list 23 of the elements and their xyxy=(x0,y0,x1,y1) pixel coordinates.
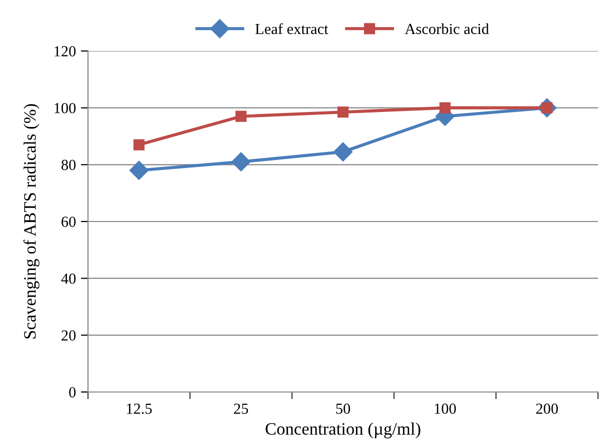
y-tick-label: 40 xyxy=(61,273,76,284)
point xyxy=(129,160,149,180)
x-tick-label: 200 xyxy=(536,404,558,414)
y-tick-label: 60 xyxy=(62,216,76,227)
y-tick-label: 120 xyxy=(54,46,76,56)
y-tick-label: 20 xyxy=(62,330,76,341)
y-tick-label: 0 xyxy=(69,387,76,398)
x-tick-label: 12.5 xyxy=(126,404,152,414)
x-tick-label: 25 xyxy=(234,404,248,414)
point xyxy=(337,106,349,118)
point xyxy=(231,152,251,172)
point xyxy=(235,110,247,122)
y-axis-title: Scavenging of ABTS radicals (%) xyxy=(23,104,40,338)
point xyxy=(439,102,451,114)
y-tick-label: 80 xyxy=(62,160,76,170)
y-tick-label: 100 xyxy=(54,102,76,114)
point xyxy=(133,139,145,150)
x-tick-label: 100 xyxy=(434,404,456,414)
x-tick-label: 50 xyxy=(336,404,350,414)
legend-label: Ascorbic acid xyxy=(404,23,489,34)
legend-label: Leaf extract xyxy=(255,23,328,34)
x-axis-title: Concentration (µg/ml) xyxy=(266,422,420,438)
point xyxy=(333,142,353,162)
